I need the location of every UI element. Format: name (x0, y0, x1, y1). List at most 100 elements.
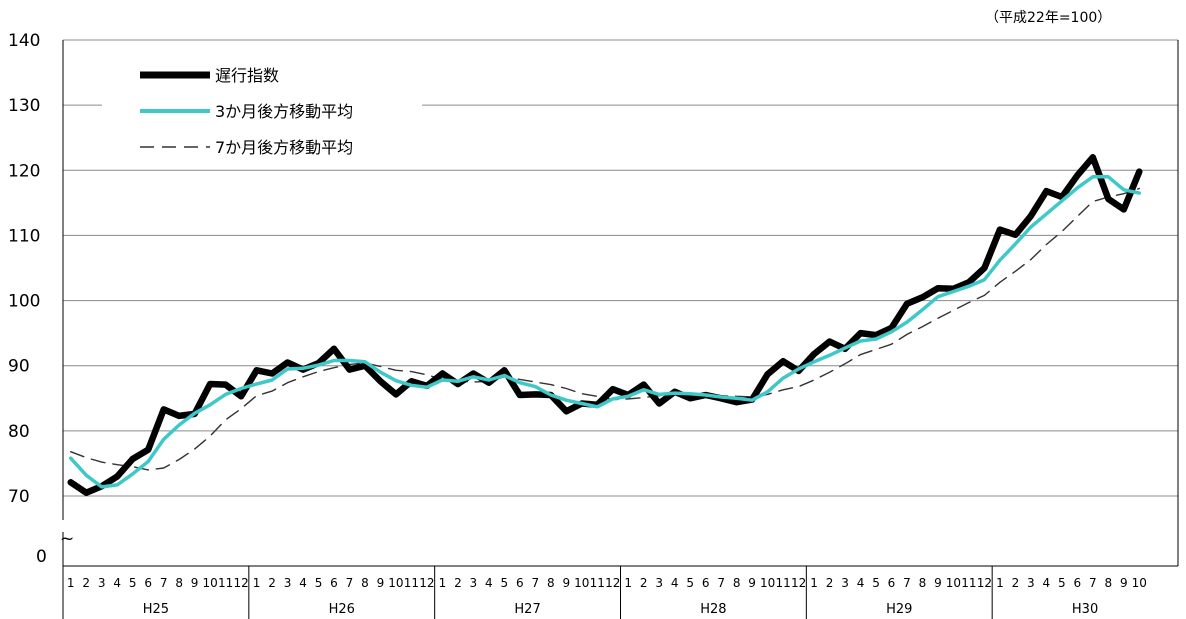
month-label-H28-5: 5 (686, 576, 694, 590)
month-label-H29-2: 2 (826, 576, 834, 590)
y-tick-90: 90 (8, 357, 30, 377)
month-label-H29-11: 11 (961, 576, 976, 590)
month-label-H28-4: 4 (671, 576, 679, 590)
month-label-H28-1: 1 (624, 576, 632, 590)
month-label-H28-7: 7 (717, 576, 725, 590)
month-label-H25-9: 9 (191, 576, 199, 590)
month-label-H28-2: 2 (640, 576, 648, 590)
legend-label-3month-ma: 3か月後方移動平均 (215, 102, 353, 121)
month-label-H29-12: 12 (977, 576, 992, 590)
month-label-H28-8: 8 (733, 576, 741, 590)
month-label-H25-1: 1 (67, 576, 75, 590)
month-label-H27-6: 6 (516, 576, 524, 590)
month-label-H27-1: 1 (439, 576, 447, 590)
month-label-H29-10: 10 (946, 576, 961, 590)
month-label-H27-8: 8 (547, 576, 555, 590)
month-label-H29-9: 9 (934, 576, 942, 590)
month-label-H27-4: 4 (485, 576, 493, 590)
axes (62, 40, 1179, 619)
month-label-H25-4: 4 (113, 576, 121, 590)
y-tick-120: 120 (8, 161, 40, 181)
month-label-H28-11: 11 (775, 576, 790, 590)
series-line-lagging-index (67, 154, 1143, 496)
year-label-H28: H28 (700, 602, 726, 617)
month-label-H30-9: 9 (1120, 576, 1128, 590)
month-label-H30-2: 2 (1012, 576, 1020, 590)
month-label-H25-10: 10 (202, 576, 217, 590)
y-tick-80: 80 (8, 422, 30, 442)
month-label-H28-9: 9 (748, 576, 756, 590)
x-axis-year-labels: H25 H26 H27 H28 H29 H30 (143, 602, 1098, 617)
month-label-H27-2: 2 (454, 576, 462, 590)
month-label-H26-7: 7 (346, 576, 354, 590)
year-label-H26: H26 (329, 602, 355, 617)
month-label-H29-1: 1 (810, 576, 818, 590)
month-label-H27-11: 11 (590, 576, 605, 590)
month-label-H27-7: 7 (532, 576, 540, 590)
month-label-H25-6: 6 (144, 576, 152, 590)
year-label-H29: H29 (886, 602, 912, 617)
month-label-H26-5: 5 (315, 576, 323, 590)
month-label-H29-7: 7 (903, 576, 911, 590)
month-label-H25-7: 7 (160, 576, 168, 590)
month-label-H26-1: 1 (253, 576, 261, 590)
x-axis-month-labels: 1 2 3 4 5 6 7 8 9 10 11 12 1 2 3 4 5 6 7 8 9 10 11 12 1 2 3 4 5 6 7 8 9 1… (67, 576, 1147, 590)
y-tick-70: 70 (8, 487, 30, 507)
month-label-H29-4: 4 (857, 576, 865, 590)
legend-label-lagging-index: 遅行指数 (215, 66, 279, 85)
month-label-H30-3: 3 (1027, 576, 1035, 590)
month-label-H25-8: 8 (175, 576, 183, 590)
y-tick-100: 100 (8, 292, 40, 312)
month-label-H28-10: 10 (760, 576, 775, 590)
series-lines (67, 154, 1143, 496)
y-tick-110: 110 (8, 226, 40, 246)
month-label-H26-8: 8 (361, 576, 369, 590)
axis-break-mark: ~ (60, 529, 74, 549)
month-label-H26-10: 10 (388, 576, 403, 590)
month-label-H30-1: 1 (996, 576, 1004, 590)
series-line-3month-ma (68, 175, 1142, 489)
y-tick-130: 130 (8, 96, 40, 116)
month-label-H27-12: 12 (605, 576, 620, 590)
month-label-H25-2: 2 (82, 576, 90, 590)
month-label-H28-3: 3 (655, 576, 663, 590)
month-label-H27-5: 5 (501, 576, 509, 590)
month-label-H29-6: 6 (888, 576, 896, 590)
series-line-7month-ma (69, 187, 1141, 471)
y-axis-tick-labels: 140 130 120 110 100 90 80 70 0 (8, 31, 47, 567)
month-label-H28-6: 6 (702, 576, 710, 590)
year-label-H25: H25 (143, 602, 169, 617)
month-label-H30-5: 5 (1058, 576, 1066, 590)
year-label-H27: H27 (514, 602, 540, 617)
month-label-H29-5: 5 (872, 576, 880, 590)
legend: 遅行指数 3か月後方移動平均 7か月後方移動平均 (102, 52, 422, 167)
y-tick-140: 140 (8, 31, 40, 51)
legend-label-7month-ma: 7か月後方移動平均 (215, 138, 353, 157)
month-label-H28-12: 12 (791, 576, 806, 590)
month-label-H27-9: 9 (562, 576, 570, 590)
month-label-H25-5: 5 (129, 576, 137, 590)
month-label-H26-11: 11 (404, 576, 419, 590)
month-label-H30-8: 8 (1104, 576, 1112, 590)
month-label-H27-10: 10 (574, 576, 589, 590)
month-label-H26-9: 9 (377, 576, 385, 590)
month-label-H26-6: 6 (330, 576, 338, 590)
month-label-H29-8: 8 (919, 576, 927, 590)
month-label-H30-10: 10 (1132, 576, 1147, 590)
month-label-H25-11: 11 (218, 576, 233, 590)
month-label-H30-4: 4 (1043, 576, 1051, 590)
y-tick-zero: 0 (36, 547, 47, 567)
month-label-H30-7: 7 (1089, 576, 1097, 590)
month-label-H29-3: 3 (841, 576, 849, 590)
month-label-H25-12: 12 (233, 576, 248, 590)
month-label-H26-3: 3 (284, 576, 292, 590)
month-label-H30-6: 6 (1074, 576, 1082, 590)
month-label-H26-2: 2 (268, 576, 276, 590)
month-label-H25-3: 3 (98, 576, 106, 590)
unit-note: （平成22年=100） (985, 10, 1111, 26)
month-label-H27-3: 3 (470, 576, 478, 590)
month-label-H26-12: 12 (419, 576, 434, 590)
year-label-H30: H30 (1072, 602, 1098, 617)
month-label-H26-4: 4 (299, 576, 307, 590)
